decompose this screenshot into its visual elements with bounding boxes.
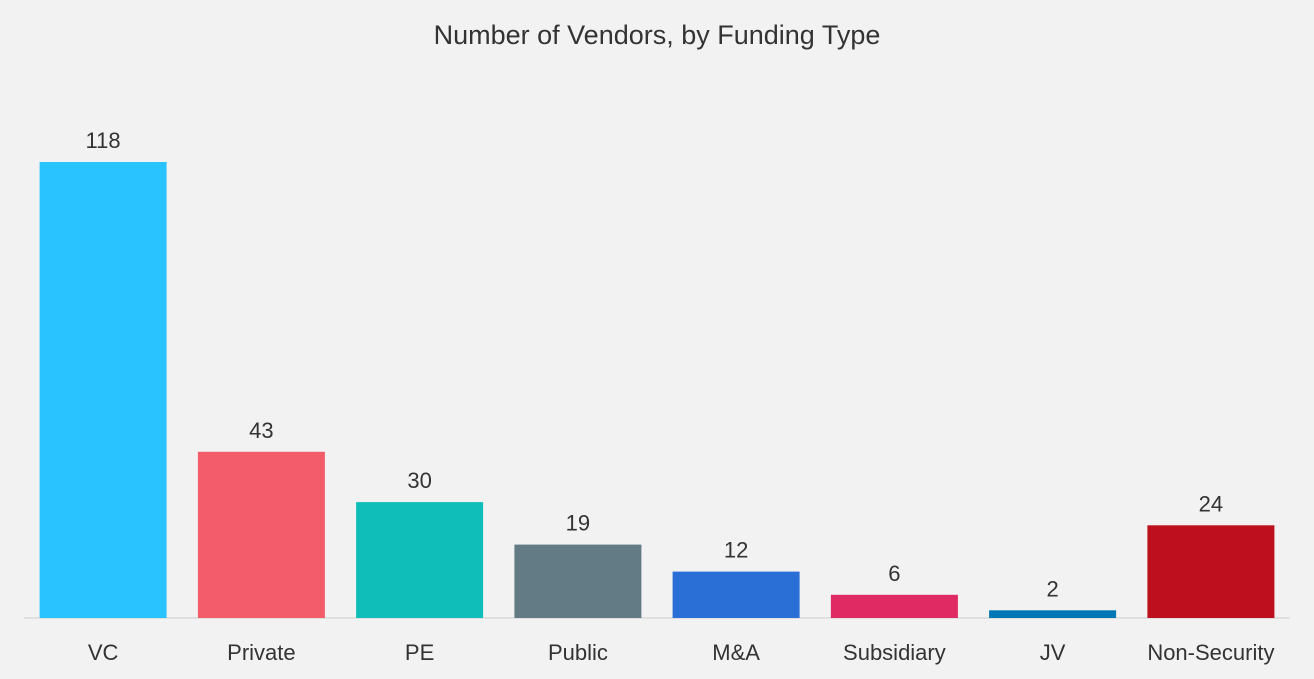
category-label: VC [88,640,119,665]
category-label: Private [227,640,295,665]
bar-value-label: 2 [1046,576,1058,601]
bar [514,544,642,618]
bar [39,162,167,618]
category-label: Public [548,640,608,665]
category-labels: VC Private PE Public M&A Subsidiary JV Non-Secu… [88,640,1275,665]
value-labels: 118 43 30 19 12 6 2 24 [86,128,1224,601]
bar [356,502,484,618]
bar-value-label: 118 [86,128,121,153]
category-label: Subsidiary [843,640,946,665]
bar [672,571,800,618]
category-label: JV [1040,640,1066,665]
bar-value-label: 43 [249,418,273,443]
chart-title: Number of Vendors, by Funding Type [434,20,881,50]
bar-value-label: 19 [566,511,590,536]
category-label: Non-Security [1147,640,1274,665]
bar [197,451,325,618]
bar-value-label: 30 [407,468,431,493]
bar-value-label: 12 [724,538,748,563]
bar-series [39,162,1275,618]
bar-value-label: 24 [1199,491,1223,516]
bar [989,610,1117,618]
category-label: M&A [712,640,760,665]
bar-value-label: 6 [888,561,900,586]
bar [1147,525,1275,618]
bar [830,594,958,618]
category-label: PE [405,640,434,665]
